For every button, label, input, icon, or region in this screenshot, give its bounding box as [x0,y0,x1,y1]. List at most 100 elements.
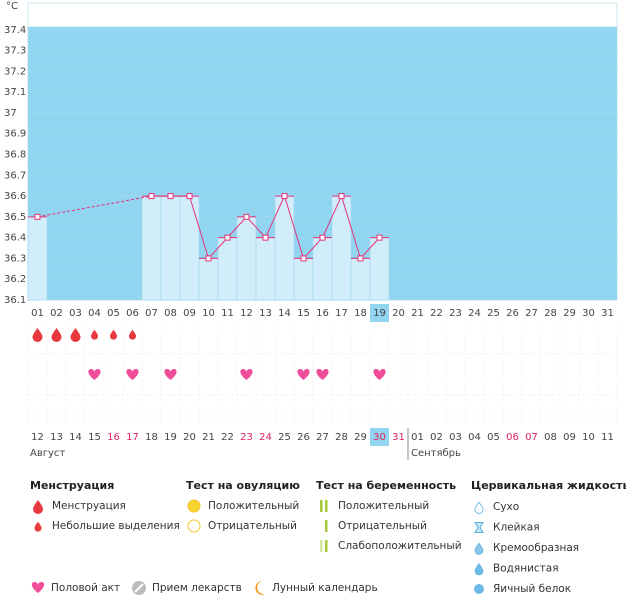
temp-bar [255,237,276,301]
temp-point [357,255,364,262]
legend-item: Положительный [208,500,299,512]
y-tick-label: 37 [4,108,17,119]
cycle-day-label: 01 [31,308,44,319]
cycle-day-label: 30 [582,308,595,319]
y-tick-label: 37.2 [4,66,26,77]
y-tick-label: 37.3 [4,46,26,57]
menstruation-icon [70,328,81,342]
temp-bar [179,195,200,301]
cycle-day-label: 25 [487,308,500,319]
legend-icon [474,542,484,555]
temp-bar [141,195,162,301]
temp-point [224,234,231,241]
date-label: 06 [506,432,519,443]
temp-point [186,193,193,200]
cycle-day-label: 31 [601,308,614,319]
legend-icon [34,521,42,532]
legend-item: Клейкая [493,522,540,534]
legend-title: Менструация [30,479,114,492]
temp-point [205,255,212,262]
date-label: 04 [468,432,481,443]
y-tick-label: 36.4 [4,233,26,244]
cycle-day-label: 23 [449,308,462,319]
y-tick-label: 37.4 [4,25,26,36]
legend-icon [474,522,484,533]
date-label: 26 [297,432,310,443]
cycle-day-label: 08 [164,308,177,319]
temp-point [300,255,307,262]
date-label: 27 [316,432,329,443]
y-axis-unit: °C [6,1,18,12]
date-label: 28 [335,432,348,443]
temp-point [167,193,174,200]
temp-point [148,193,155,200]
date-label: 08 [544,432,557,443]
y-tick-label: 36.7 [4,170,26,181]
legend-icon [255,581,266,595]
legend-icon [134,583,144,593]
month-label: Август [30,448,65,459]
cycle-day-label: 15 [297,308,310,319]
temp-bar [160,195,181,301]
temp-bar [236,216,257,301]
legend-item: Водянистая [493,563,559,575]
cycle-day-label: 10 [202,308,215,319]
cycle-day-label: 02 [50,308,63,319]
menstruation-icon [51,328,62,342]
date-label: 19 [164,432,177,443]
legend-item: Слабоположительный [338,540,462,552]
date-label: 09 [563,432,576,443]
y-tick-label: 37.1 [4,87,26,98]
temp-bar [217,237,238,301]
intercourse-icon [88,369,101,380]
date-label: 14 [69,432,82,443]
temp-point [243,213,250,220]
today-day-box [370,304,389,322]
temp-point [262,234,269,241]
date-label: 07 [525,432,538,443]
cycle-day-label: 27 [525,308,538,319]
legend-item: Прием лекарств [152,582,242,594]
temp-point [281,193,288,200]
temp-point [319,234,326,241]
legend-icon [31,582,45,593]
cycle-day-label: 16 [316,308,329,319]
date-label: 13 [50,432,63,443]
cycle-day-label: 07 [145,308,158,319]
legend-item: Менструация [52,500,126,512]
y-tick-label: 36.8 [4,150,26,161]
date-label: 29 [354,432,367,443]
cycle-day-label: 13 [259,308,272,319]
cycle-day-label: 20 [392,308,405,319]
date-label: 23 [240,432,253,443]
temp-point [376,234,383,241]
legend-icon [325,500,328,512]
date-label: 12 [31,432,44,443]
date-label: 16 [107,432,120,443]
cycle-day-label: 14 [278,308,291,319]
legend-item: Яичный белок [493,583,571,595]
temp-bar [369,237,390,301]
cycle-day-label: 29 [563,308,576,319]
temp-bar [198,258,219,301]
legend-icon [187,519,201,533]
date-label: 10 [582,432,595,443]
legend-item: Отрицательный [208,520,297,532]
menstruation-icon [32,328,43,342]
y-tick-label: 36.9 [4,129,26,140]
cycle-day-label: 03 [69,308,82,319]
date-label: 24 [259,432,272,443]
legend-title: Тест на овуляцию [186,479,300,492]
cycle-day-label: 28 [544,308,557,319]
cycle-day-label: 06 [126,308,139,319]
legend-item: Небольшие выделения [52,520,180,532]
legend-icon [474,501,484,514]
intercourse-icon [316,369,329,380]
cycle-day-label: 18 [354,308,367,319]
date-label: 05 [487,432,500,443]
legend-icon [320,500,323,512]
y-tick-label: 36.5 [4,212,26,223]
date-label: 11 [601,432,614,443]
y-tick-label: 36.3 [4,253,26,264]
